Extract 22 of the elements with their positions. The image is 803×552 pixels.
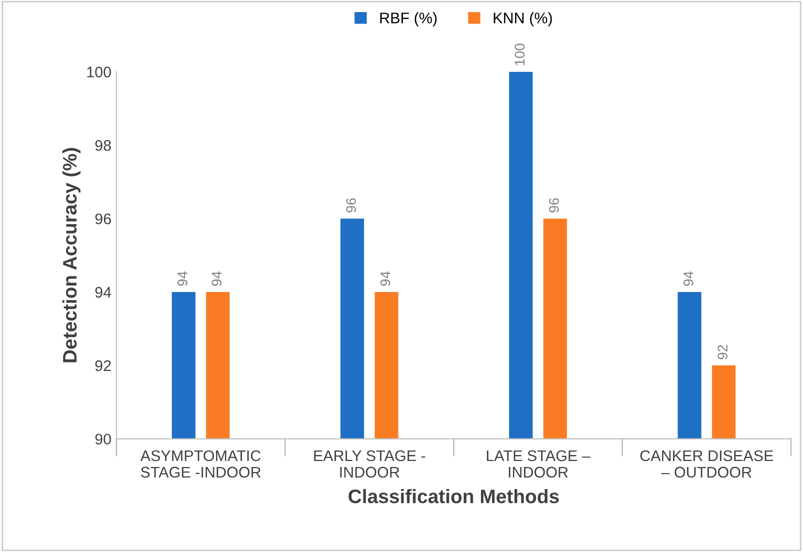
y-tick-label: 96 — [95, 213, 111, 224]
y-axis-title: Detection Accuracy (%) — [62, 148, 81, 362]
data-label: 92 — [718, 345, 728, 360]
x-tick-label: LATE STAGE – INDOOR — [486, 450, 590, 478]
legend-label: KNN (%) — [494, 12, 552, 26]
data-label: 96 — [549, 198, 559, 212]
y-tick-label: 100 — [87, 66, 111, 78]
y-tick-label: 92 — [95, 360, 111, 372]
x-tick-label: EARLY STAGE - INDOOR — [314, 450, 426, 478]
data-label: 96 — [346, 198, 356, 212]
x-tick-label: CANKER DISEASE – OUTDOOR — [640, 450, 774, 478]
y-tick-label: 98 — [95, 140, 111, 151]
data-label: 100 — [514, 44, 525, 66]
data-label: 94 — [178, 271, 188, 286]
legend-label: RBF (%) — [380, 12, 437, 26]
y-tick-label: 90 — [95, 434, 111, 445]
data-label: 94 — [380, 271, 390, 286]
data-label: 94 — [212, 271, 222, 286]
x-axis-title: Classification Methods — [348, 488, 559, 504]
y-tick-label: 94 — [95, 286, 112, 298]
data-label: 94 — [683, 271, 694, 286]
x-tick-label: ASYMPTOMATIC STAGE -INDOOR — [140, 450, 261, 478]
